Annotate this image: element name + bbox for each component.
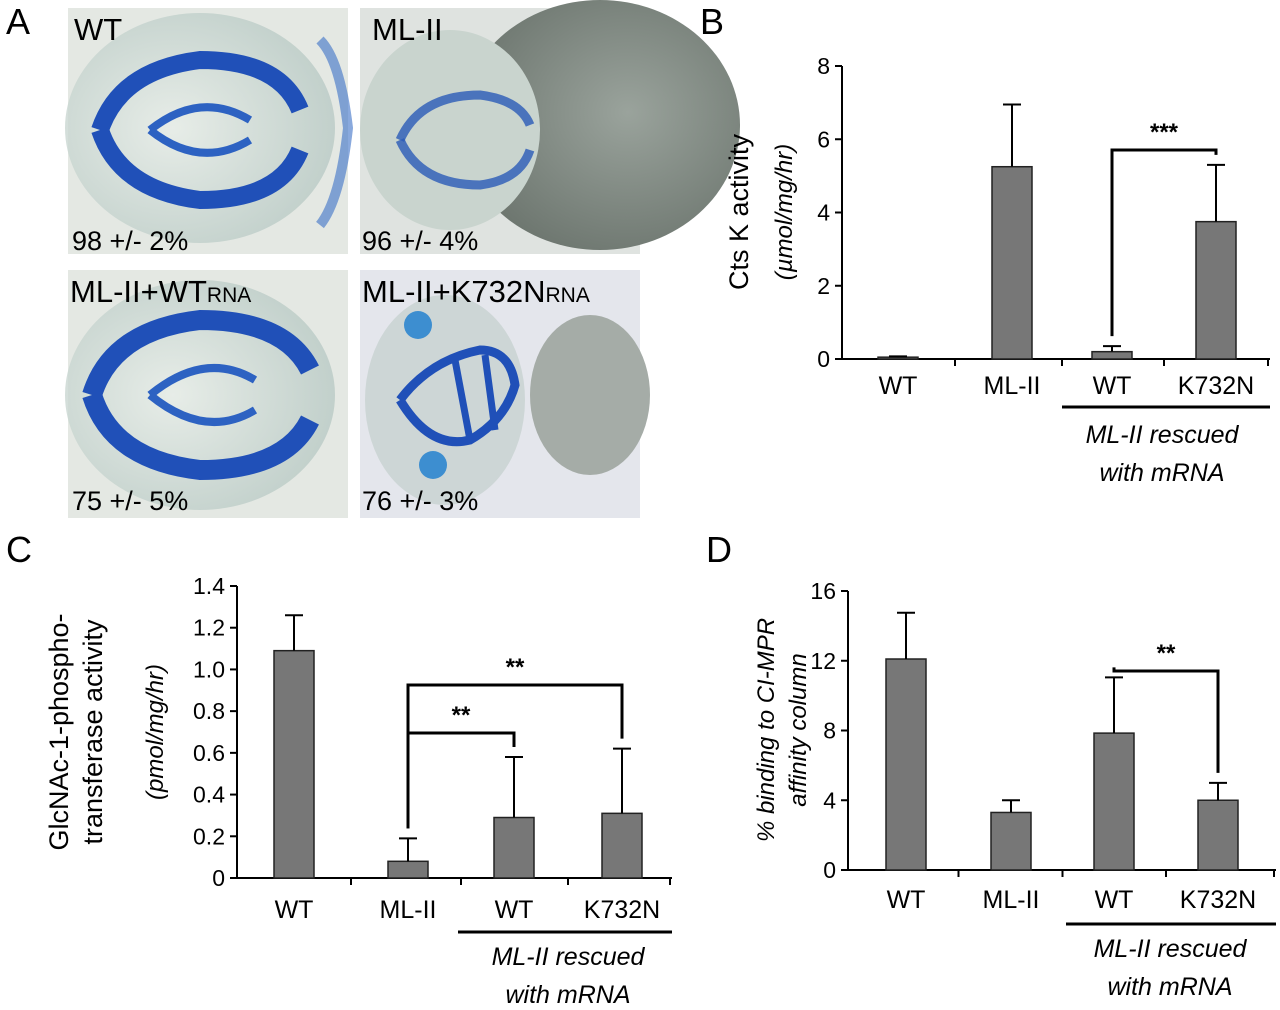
panel-letter-d: D [706,529,732,570]
chart-b-bar [991,165,1033,360]
chart-d-bar [990,811,1032,871]
chart-b: Cts K activity (µmol/mg/hr) 0 2 4 6 8 WT ML-II… [724,53,1270,487]
chart-b-tick-label: 8 [817,53,830,79]
chart-d-significance-label: ** [1157,640,1176,667]
panel-a-photo-ml2-k732n-rna: ML-II+K732NRNA 76 +/- 3% [360,270,650,518]
chart-c-tick-label: 0.6 [193,740,225,766]
chart-d-tick-label: 4 [823,787,836,813]
chart-c-bar [493,816,535,879]
chart-c-category-label: WT [275,896,314,924]
chart-d-group-label: ML-II rescued [1094,935,1248,963]
chart-c-significance-label: ** [452,702,471,729]
panel-a-label-ml2: ML-II [372,12,443,47]
chart-d-group-label: with mRNA [1107,973,1232,1001]
chart-b-group-label: with mRNA [1099,459,1224,487]
chart-d-tick-label: 8 [823,718,836,744]
panel-a-label-ml2-k732n-rna: ML-II+K732NRNA [362,274,590,309]
chart-d-tick-label: 16 [810,578,836,604]
chart-b-bar [877,356,919,360]
chart-d: % binding to CI-MPR affinity column 0 4 8 1… [753,578,1276,1001]
chart-c-group-label: with mRNA [505,981,630,1009]
chart-c-significance-label: ** [506,654,525,681]
chart-d-bar [885,658,927,871]
chart-d-ylabel-line2: affinity column [785,653,812,806]
chart-c-ylabel-line2: transferase activity [78,619,108,845]
chart-c-significance-bracket [406,731,516,829]
chart-d-bar [1197,799,1239,871]
chart-c-category-label: K732N [584,896,660,924]
chart-b-ylabel: Cts K activity [724,133,754,290]
chart-c-group-label: ML-II rescued [492,943,646,971]
panel-a-percent-wt: 98 +/- 2% [72,226,188,256]
panel-letter-c: C [6,529,32,570]
chart-c-category-label: ML-II [380,896,437,924]
chart-d-significance-bracket [1112,667,1220,773]
chart-d-tick-label: 0 [823,857,836,883]
panel-letter-a: A [6,1,30,42]
chart-c-tick-label: 0.8 [193,698,225,724]
panel-a-photo-ml2-wt-rna: ML-II+WTRNA 75 +/- 5% [65,270,348,518]
chart-b-bar [1195,220,1237,360]
chart-c-tick-label: 0 [212,865,225,891]
chart-c-bar [601,812,643,879]
panel-a-photo-ml2: ML-II 96 +/- 4% [360,0,740,256]
panel-a-percent-ml2-wt-rna: 75 +/- 5% [72,486,188,516]
chart-d-tick-label: 12 [810,648,836,674]
chart-b-tick-label: 0 [817,346,830,372]
chart-d-category-label: ML-II [983,886,1040,914]
chart-b-tick-label: 6 [817,126,830,152]
chart-d-category-label: WT [1095,886,1134,914]
chart-c-bar [387,860,429,879]
panel-letter-b: B [700,1,724,42]
chart-c: GlcNAc-1-phospho- transferase activity (… [44,573,672,1009]
chart-b-tick-label: 2 [817,273,830,299]
chart-b-category-label: WT [1093,372,1132,400]
chart-b-bar [1091,350,1133,360]
chart-b-category-label: ML-II [984,372,1041,400]
chart-c-tick-label: 1.2 [193,615,225,641]
chart-c-tick-label: 1.0 [193,656,225,682]
chart-c-ylabel-line1: GlcNAc-1-phospho- [44,613,74,850]
chart-d-ylabel-line1: % binding to CI-MPR [753,618,780,842]
chart-c-bar [273,649,315,879]
panel-a-percent-ml2: 96 +/- 4% [362,226,478,256]
chart-d-category-label: K732N [1180,886,1256,914]
chart-b-significance-bracket [1110,148,1218,337]
chart-b-significance-label: *** [1150,119,1179,146]
chart-c-significance-bracket [406,683,624,829]
chart-b-ylabel-units: (µmol/mg/hr) [771,144,798,281]
chart-c-tick-label: 1.4 [193,573,225,599]
chart-c-category-label: WT [495,896,534,924]
panel-a-label-ml2-wt-rna: ML-II+WTRNA [70,274,251,309]
chart-b-category-label: WT [879,372,918,400]
chart-c-ylabel-units: (pmol/mg/hr) [142,664,169,800]
chart-c-tick-label: 0.4 [193,782,225,808]
chart-d-bar [1093,732,1135,871]
chart-d-category-label: WT [887,886,926,914]
chart-b-tick-label: 4 [817,200,830,226]
chart-b-group-label: ML-II rescued [1086,421,1240,449]
panel-a-percent-ml2-k732n-rna: 76 +/- 3% [362,486,478,516]
panel-a-photo-wt: WT 98 +/- 2% [65,8,354,256]
panel-a-label-wt: WT [74,12,122,47]
chart-c-tick-label: 0.2 [193,823,225,849]
chart-b-category-label: K732N [1178,372,1254,400]
